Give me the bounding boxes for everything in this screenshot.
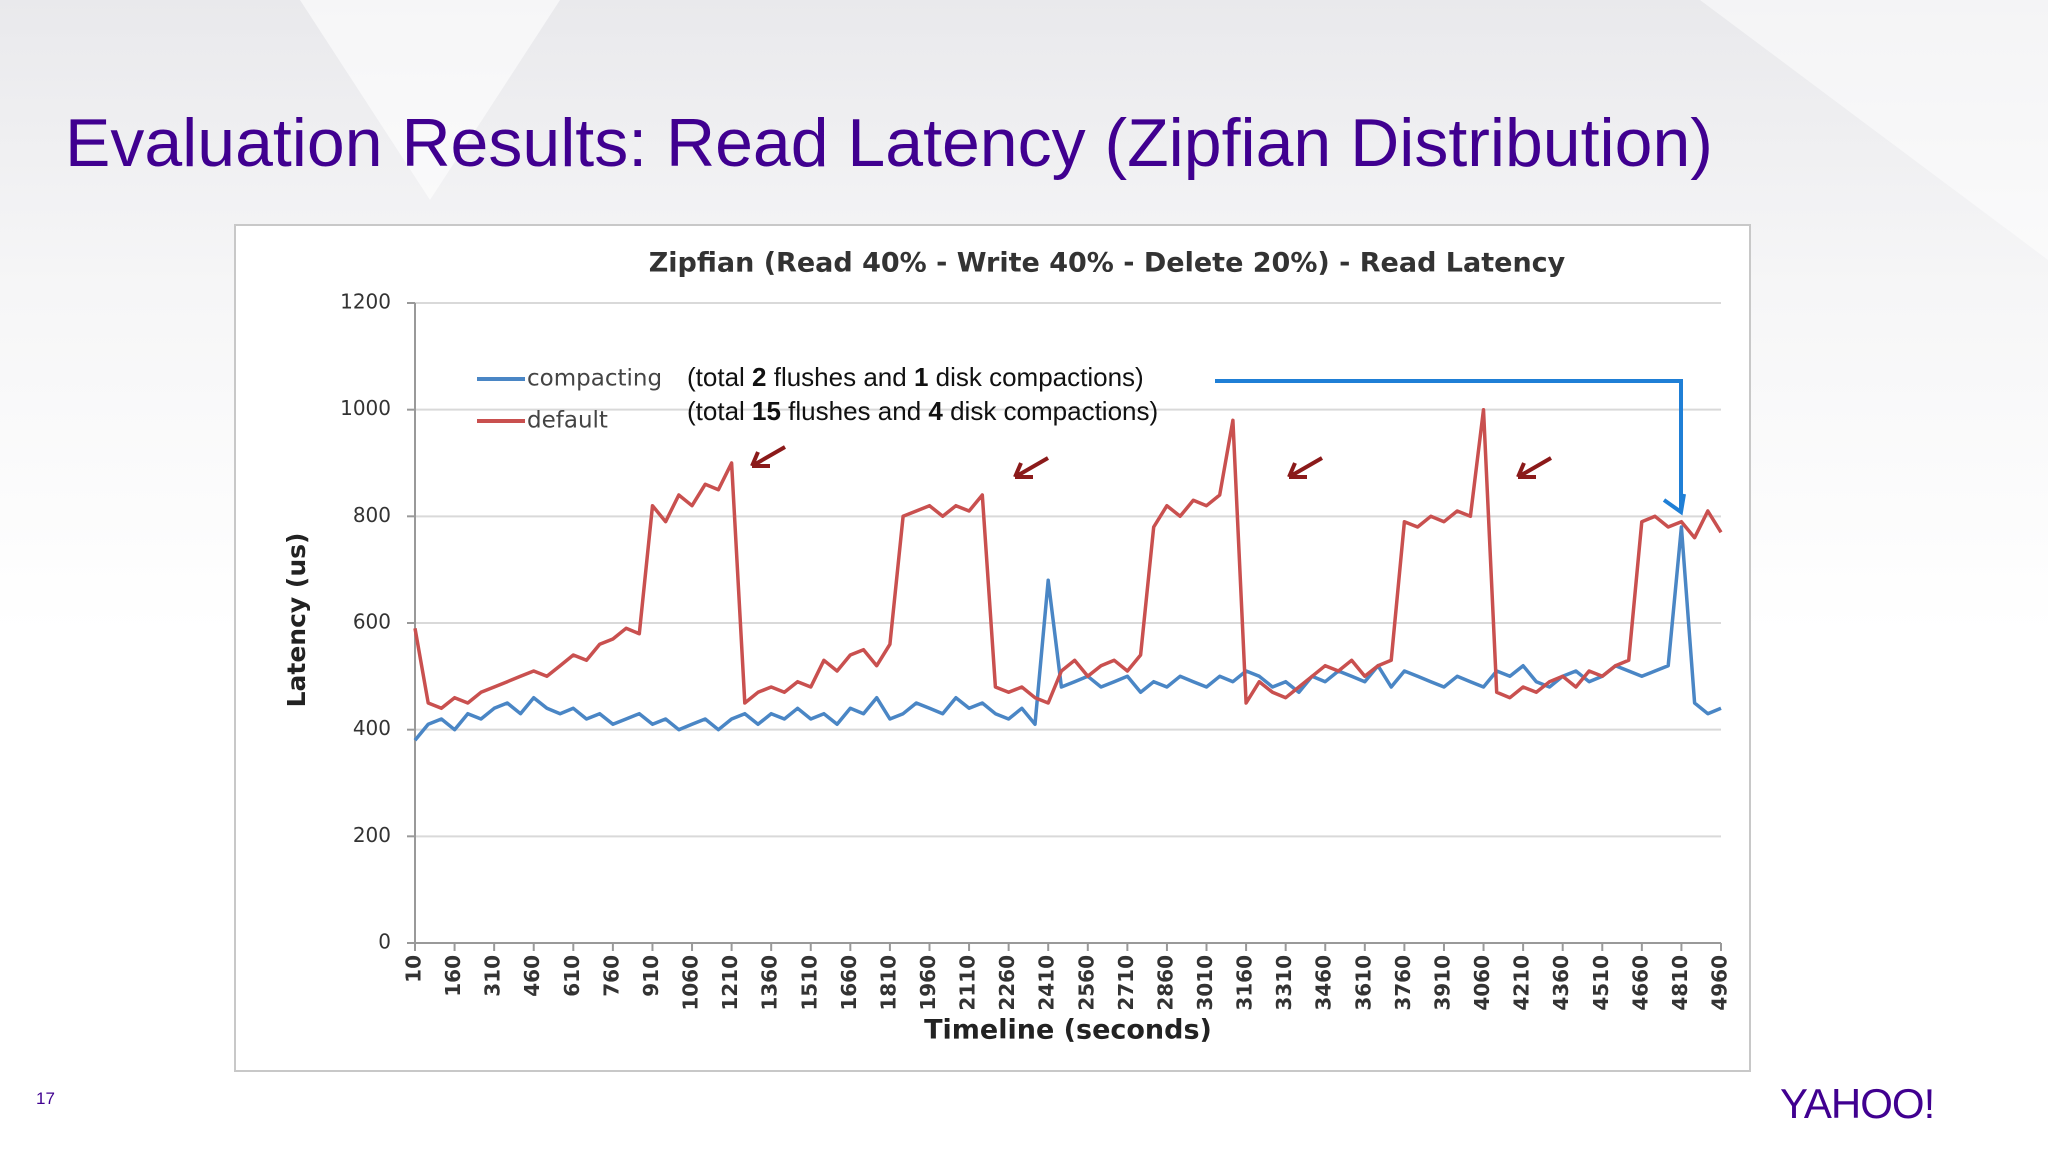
bg-shape bbox=[300, 0, 560, 200]
x-tick-label: 1510 bbox=[797, 955, 821, 1011]
plot: 0 200 400 600 800 1000 1200 10 160 310 460 610 760 91… bbox=[340, 290, 1731, 1011]
annotation-part: flushes and bbox=[781, 396, 928, 426]
arrow bbox=[750, 445, 786, 468]
x-tick-label: 2260 bbox=[995, 955, 1019, 1011]
page-number: 17 bbox=[36, 1089, 55, 1108]
x-tick-label: 1060 bbox=[679, 955, 703, 1011]
x-tick-label: 4210 bbox=[1510, 955, 1534, 1011]
annotation-part: flushes and bbox=[767, 362, 914, 392]
x-tick-label: 2710 bbox=[1114, 955, 1138, 1011]
x-tick-label: 3310 bbox=[1272, 955, 1296, 1011]
x-tick-label: 760 bbox=[599, 955, 623, 997]
connector-head bbox=[1662, 493, 1686, 516]
x-tick-label: 1210 bbox=[718, 955, 742, 1011]
x-tick-label: 1810 bbox=[876, 955, 900, 1011]
annotation-part: 2 bbox=[752, 362, 766, 392]
y-tick-label: 600 bbox=[353, 610, 391, 634]
x-tick-label: 160 bbox=[441, 955, 465, 997]
x-tick-label: 2110 bbox=[956, 955, 980, 1011]
connector bbox=[1215, 379, 1683, 510]
x-tick-label: 2860 bbox=[1153, 955, 1177, 1011]
y-tick-label: 200 bbox=[353, 823, 391, 847]
x-tick-label: 10 bbox=[402, 955, 426, 983]
annotation-part: 4 bbox=[928, 396, 943, 426]
annotation-part: 15 bbox=[752, 396, 781, 426]
y-tick-label: 800 bbox=[353, 503, 391, 527]
x-tick-label: 2410 bbox=[1035, 955, 1059, 1011]
x-tick-label: 2560 bbox=[1074, 955, 1098, 1011]
series-line bbox=[413, 525, 1722, 742]
chart-title: Zipfian (Read 40% - Write 40% - Delete 2… bbox=[649, 248, 1566, 279]
y-tick-label: 400 bbox=[353, 716, 391, 740]
arrow bbox=[1287, 456, 1323, 479]
logo: YAHOO! bbox=[1780, 1080, 1934, 1127]
bg-shape bbox=[1700, 0, 2048, 260]
x-tick-label: 3160 bbox=[1233, 955, 1257, 1011]
x-axis-label: Timeline (seconds) bbox=[924, 1015, 1212, 1046]
arrow bbox=[1013, 456, 1049, 479]
y-tick-label: 1000 bbox=[340, 396, 391, 420]
legend-label: compacting bbox=[527, 366, 662, 392]
y-tick-label: 1200 bbox=[340, 290, 391, 314]
slide-title: Evaluation Results: Read Latency (Zipfia… bbox=[65, 105, 1713, 181]
x-tick-label: 610 bbox=[560, 955, 584, 997]
y-tick-label: 0 bbox=[378, 930, 391, 954]
annotation: (total 2 flushes and 1 disk compactions) bbox=[687, 362, 1144, 392]
x-tick-label: 1360 bbox=[758, 955, 782, 1011]
x-tick-label: 4660 bbox=[1628, 955, 1652, 1011]
annotation: (total 15 flushes and 4 disk compactions… bbox=[687, 396, 1158, 426]
x-tick-label: 1660 bbox=[837, 955, 861, 1011]
arrow bbox=[1516, 456, 1552, 479]
x-tick-label: 910 bbox=[639, 955, 663, 997]
x-tick-label: 3610 bbox=[1351, 955, 1375, 1011]
y-axis-label: Latency (us) bbox=[282, 533, 311, 708]
x-tick-label: 3010 bbox=[1193, 955, 1217, 1011]
annotation-part: disk compactions) bbox=[928, 362, 1143, 392]
x-tick-label: 4360 bbox=[1549, 955, 1573, 1011]
series-line bbox=[413, 407, 1723, 711]
legend-label: default bbox=[527, 408, 608, 434]
annotation-part: 1 bbox=[914, 362, 928, 392]
x-tick-label: 4810 bbox=[1668, 955, 1692, 1011]
x-tick-label: 310 bbox=[481, 955, 505, 997]
annotation-part: disk compactions) bbox=[943, 396, 1158, 426]
x-tick-label: 4510 bbox=[1589, 955, 1613, 1011]
x-tick-label: 4060 bbox=[1470, 955, 1494, 1011]
x-tick-label: 4960 bbox=[1708, 955, 1732, 1011]
annotation-part: (total bbox=[687, 396, 752, 426]
x-tick-label: 1960 bbox=[916, 955, 940, 1011]
x-tick-label: 3460 bbox=[1312, 955, 1336, 1011]
x-tick-label: 3760 bbox=[1391, 955, 1415, 1011]
arrows bbox=[750, 445, 1552, 479]
x-tick-label: 460 bbox=[520, 955, 544, 997]
x-tick-label: 3910 bbox=[1430, 955, 1454, 1011]
annotation-part: (total bbox=[687, 362, 752, 392]
